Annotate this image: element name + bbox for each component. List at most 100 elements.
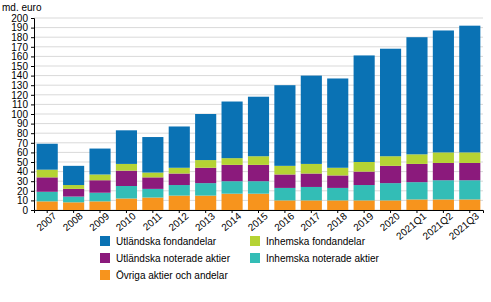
- bar: [89, 201, 110, 210]
- bar: [327, 78, 348, 167]
- legend-swatch: [250, 236, 260, 246]
- tick-label: 30: [17, 176, 29, 187]
- tick: 90: [17, 118, 34, 129]
- tick: 2016: [272, 210, 296, 233]
- bar: [433, 163, 454, 180]
- tick-label: 150: [11, 61, 28, 72]
- tick-label: 2010: [114, 210, 138, 233]
- legend-item: Övriga aktier och andelar: [100, 270, 228, 281]
- tick: 80: [17, 128, 34, 139]
- tick: 60: [17, 147, 34, 158]
- bar: [195, 114, 216, 160]
- tick-label: 120: [11, 90, 28, 101]
- tick-label: 160: [11, 51, 28, 62]
- bar: [459, 152, 480, 163]
- tick: 2013: [193, 210, 217, 233]
- bar: [142, 173, 163, 178]
- tick: 180: [11, 32, 34, 43]
- tick: 110: [12, 99, 34, 110]
- bar: [354, 172, 375, 185]
- bar: [37, 201, 58, 210]
- bar: [459, 163, 480, 180]
- bar: [406, 164, 427, 182]
- bar: [301, 164, 322, 174]
- tick-label: 2015: [246, 210, 270, 233]
- tick: 0: [22, 205, 34, 216]
- bars: [37, 26, 481, 210]
- bar: [195, 160, 216, 168]
- tick-mark: [31, 143, 34, 144]
- axis-title: md. euro: [2, 2, 42, 13]
- bar: [301, 174, 322, 187]
- tick-label: 200: [11, 13, 28, 24]
- bar: [37, 144, 58, 170]
- tick-label: 2016: [272, 210, 296, 233]
- grid-line: [34, 27, 483, 28]
- legend-label: Utländska noterade aktier: [116, 253, 231, 264]
- tick: 2012: [166, 210, 190, 233]
- bar: [169, 196, 190, 210]
- bar: [274, 166, 295, 175]
- bar: [301, 76, 322, 164]
- tick: 2018: [325, 210, 349, 233]
- grid-line: [34, 18, 483, 19]
- tick: 190: [11, 22, 34, 33]
- tick: 40: [17, 166, 34, 177]
- tick-label: 2019: [351, 210, 375, 233]
- tick-label: 2021Q3: [447, 210, 482, 242]
- bar: [222, 102, 243, 159]
- tick: 2010: [114, 210, 138, 233]
- tick-mark: [31, 210, 34, 211]
- tick-mark: [31, 18, 34, 19]
- legend-item: Utländska noterade aktier: [100, 253, 231, 264]
- tick-label: 170: [11, 42, 28, 53]
- tick-label: 90: [17, 118, 29, 129]
- tick-mark: [31, 200, 34, 201]
- tick-mark: [31, 152, 34, 153]
- tick-label: 0: [22, 205, 28, 216]
- bar: [37, 177, 58, 191]
- tick: 2019: [351, 210, 375, 233]
- bar: [248, 194, 269, 210]
- tick-label: 2008: [61, 210, 85, 233]
- plot: 0102030405060708090100110120130140150160…: [11, 13, 483, 242]
- tick-label: 50: [17, 157, 29, 168]
- tick: 170: [11, 42, 34, 53]
- bar: [195, 168, 216, 183]
- tick-mark: [31, 37, 34, 38]
- bar: [327, 168, 348, 176]
- legend: Utländska fondandelar Inhemska fondandela…: [100, 236, 380, 281]
- tick-label: 10: [17, 195, 29, 206]
- bar: [301, 200, 322, 210]
- bar: [354, 162, 375, 172]
- tick: 20: [17, 186, 34, 197]
- bar: [142, 189, 163, 198]
- bar: [142, 137, 163, 173]
- tick-label: 40: [17, 166, 29, 177]
- tick-label: 110: [12, 99, 28, 110]
- bar: [169, 174, 190, 186]
- tick-label: 80: [17, 128, 29, 139]
- bar: [354, 185, 375, 200]
- y-axis: 0102030405060708090100110120130140150160…: [11, 13, 34, 216]
- tick: 100: [11, 109, 34, 120]
- legend-item: Inhemska fondandelar: [250, 236, 366, 247]
- tick: 200: [11, 13, 34, 24]
- tick-label: 2014: [219, 210, 243, 233]
- bar: [459, 199, 480, 210]
- bar: [406, 37, 427, 154]
- legend-item: Utländska fondandelar: [100, 236, 217, 247]
- legend-label: Utländska fondandelar: [116, 236, 217, 247]
- tick-mark: [31, 172, 34, 173]
- bar: [274, 200, 295, 210]
- bar: [380, 183, 401, 200]
- series: [37, 180, 481, 202]
- bar: [406, 182, 427, 199]
- bar: [459, 180, 480, 199]
- tick-label: 70: [17, 138, 29, 149]
- tick-label: 20: [17, 186, 29, 197]
- bar: [169, 126, 190, 167]
- bar: [301, 187, 322, 200]
- chart: 0102030405060708090100110120130140150160…: [0, 0, 491, 302]
- bar: [195, 183, 216, 195]
